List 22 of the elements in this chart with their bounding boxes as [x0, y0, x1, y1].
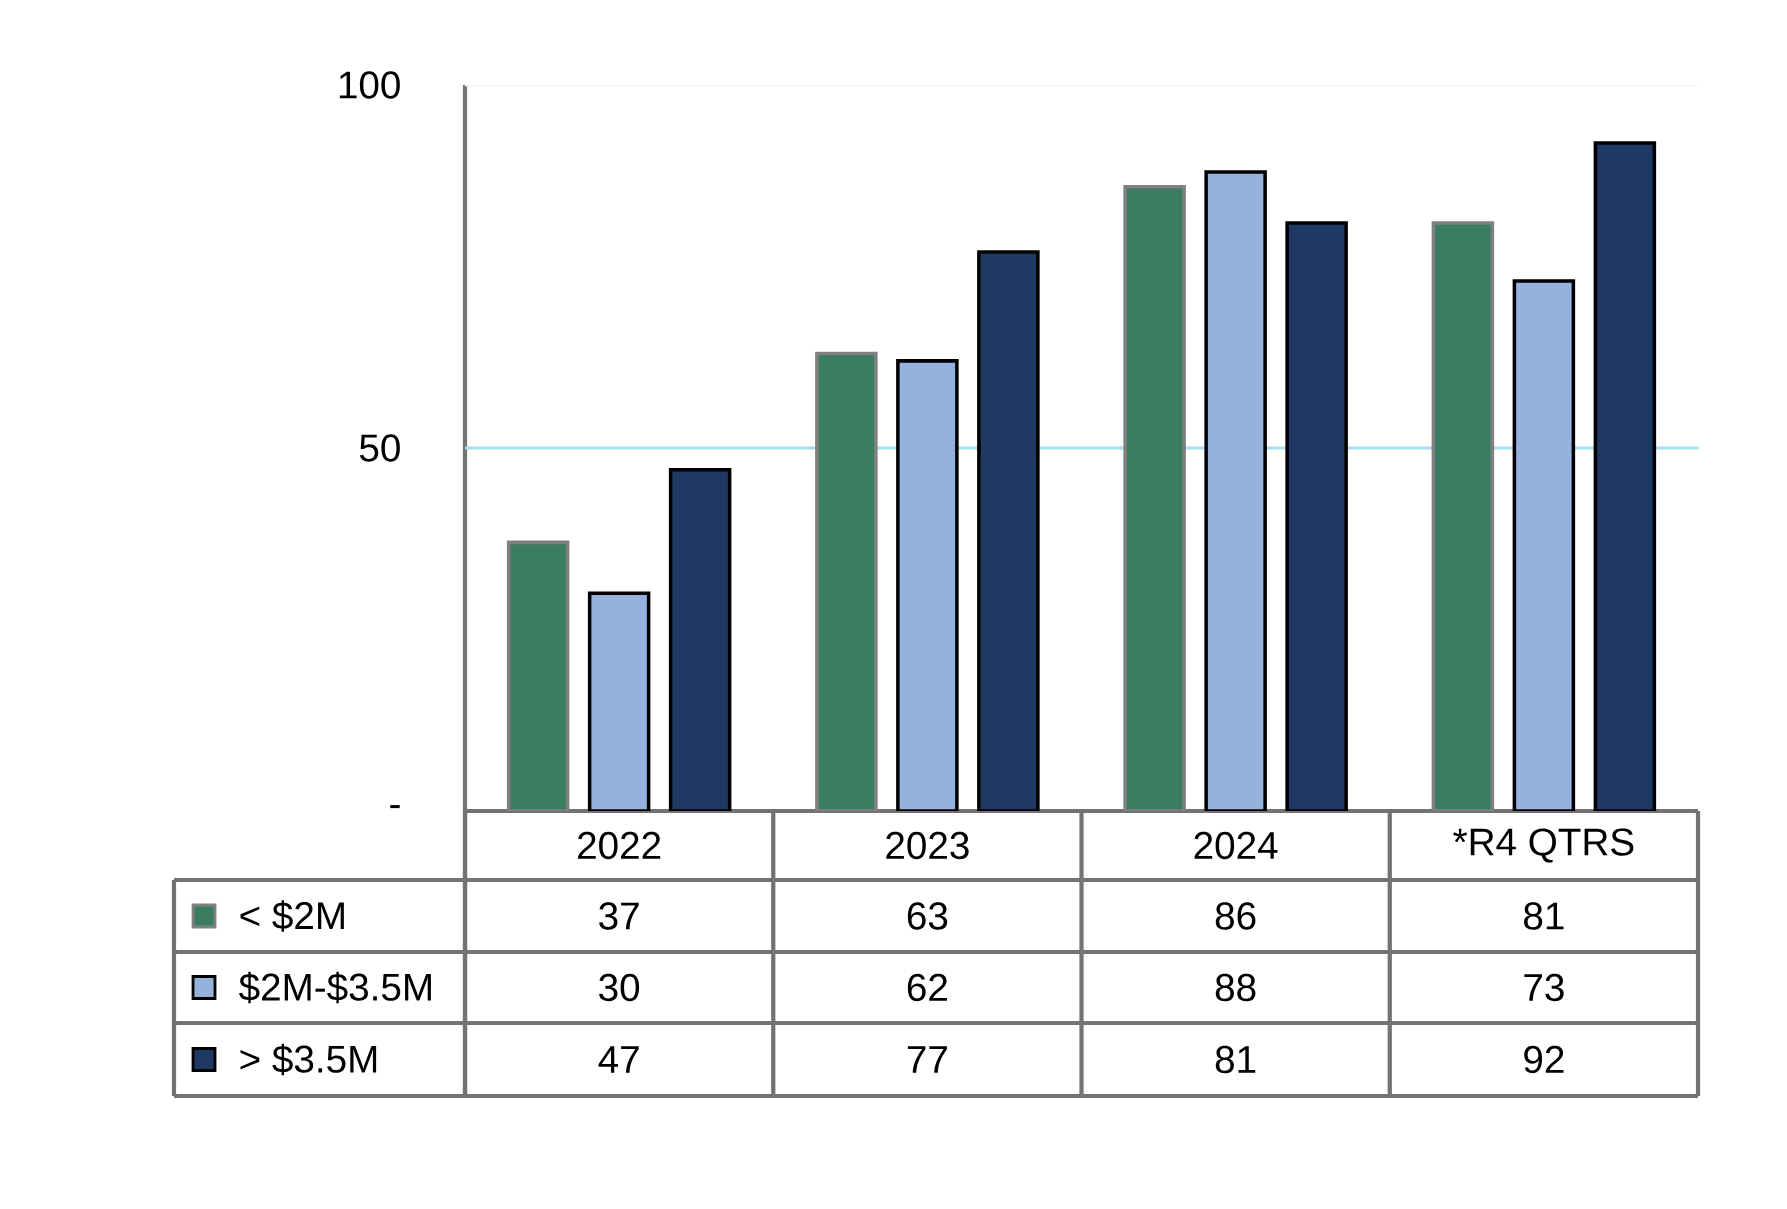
y-tick-label: 100: [339, 71, 400, 99]
x-tick-label: 2023: [886, 831, 969, 860]
data-label: 73: [1524, 973, 1564, 1002]
data-label: 81: [1215, 1045, 1256, 1074]
data-label: 77: [907, 1046, 947, 1073]
data-label: 92: [1524, 1045, 1564, 1074]
legend-label: < $2M: [240, 900, 344, 932]
y-tick-label: 50: [359, 434, 400, 462]
data-label: 62: [907, 973, 947, 1002]
data-label: 37: [599, 902, 639, 930]
data-label: 30: [599, 973, 640, 1002]
legend-label: > $3.5M: [240, 1043, 377, 1076]
legend-label: $2M-$3.5M: [239, 971, 431, 1004]
x-tick-label: 2024: [1194, 831, 1278, 860]
data-label: 63: [907, 902, 948, 930]
x-tick-label: *R4 QTRS: [1453, 828, 1634, 863]
y-tick-label: -: [390, 805, 400, 809]
x-tick-label: 2022: [578, 831, 661, 860]
data-label: 47: [598, 1046, 639, 1073]
data-label: 81: [1524, 902, 1564, 930]
data-label: 86: [1215, 902, 1256, 930]
data-label: 88: [1215, 973, 1256, 1002]
